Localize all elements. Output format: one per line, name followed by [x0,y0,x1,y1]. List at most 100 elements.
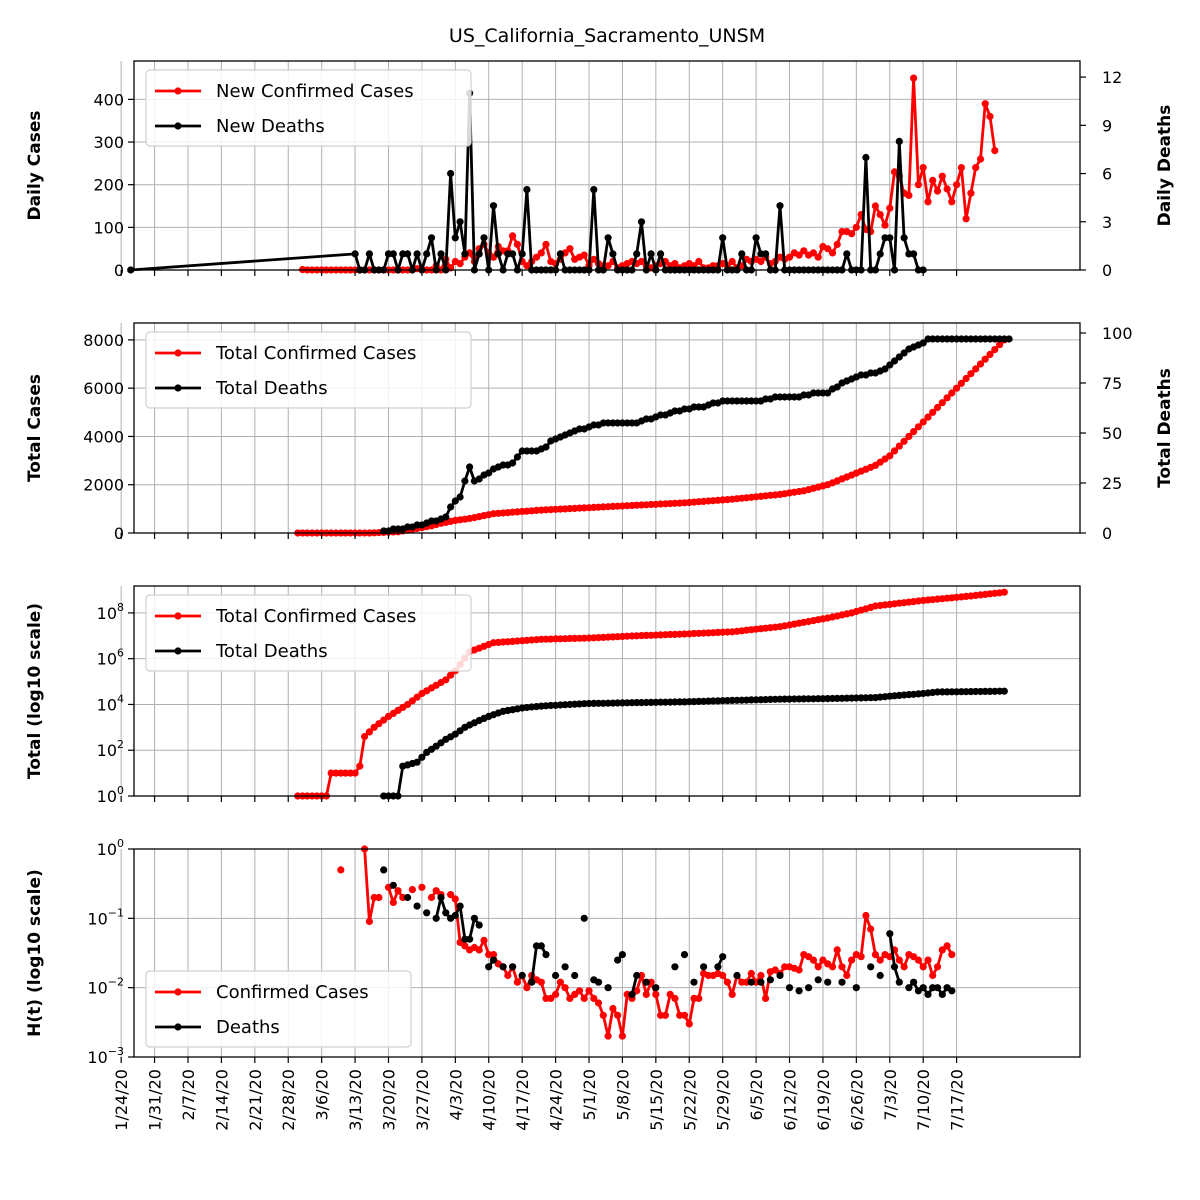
x-tick-label: 5/29/20 [714,1069,733,1131]
y-tick-label-right: 75 [1102,374,1122,393]
data-point [890,447,899,455]
data-point [943,185,951,193]
data-point [365,917,373,926]
x-tick-label: 7/10/20 [914,1069,933,1131]
data-point [523,186,531,194]
data-point [580,914,588,922]
data-point [819,956,827,964]
data-point [361,732,369,741]
y-tick-label-right: 25 [1102,474,1122,493]
y-tick-label-right: 6 [1102,165,1112,184]
data-point [451,911,459,920]
y-tick-label-right: 0 [1102,524,1112,543]
data-point [886,234,894,242]
data-point [948,951,956,959]
data-point [957,164,966,172]
data-point [475,921,483,929]
data-point [442,676,450,684]
legend-box [145,594,472,672]
data-point [451,234,459,242]
data-point [618,951,627,959]
data-point [499,963,507,971]
data-point [518,971,526,980]
data-point [914,956,923,964]
data-point [910,978,918,986]
data-point [461,250,469,258]
data-point [508,232,517,240]
data-point [513,978,522,986]
data-point [375,893,383,902]
data-point [910,250,918,258]
data-point [599,1011,607,1019]
legend-marker [174,384,182,392]
data-point [351,769,359,777]
x-tick-label: 6/12/20 [781,1069,800,1131]
plot-frame [133,60,1081,271]
data-point [513,240,522,248]
data-point [537,249,545,257]
data-point [762,250,770,258]
data-point [890,963,899,971]
data-point [824,978,832,986]
data-point [991,346,999,354]
data-point [929,176,937,184]
plot-frame [133,585,1081,797]
legend-label: Deaths [216,1017,280,1038]
data-point [762,994,770,1003]
data-point [389,250,397,258]
data-point [795,251,803,259]
data-point [356,762,364,770]
data-point [723,978,732,986]
data-point [680,1011,689,1019]
data-point [413,758,421,766]
data-point [447,503,455,511]
data-point [590,255,598,263]
y-axis-label-right: Daily Deaths [1155,105,1175,227]
data-point [828,963,837,971]
data-point [976,360,985,368]
data-point [637,257,646,266]
data-point [852,223,860,231]
data-point [986,112,994,120]
data-point [814,963,822,971]
data-point [895,978,903,986]
data-point [523,984,531,992]
y-tick-label: 102 [97,738,124,760]
data-point [652,990,660,999]
data-point [513,453,522,461]
chart-title: US_California_Sacramento_UNSM [449,25,765,47]
x-tick-label: 3/20/20 [379,1069,398,1131]
data-point [666,990,674,999]
data-point [523,262,531,270]
data-point [685,1020,693,1028]
data-point [542,443,550,451]
legend-label: Total Deaths [215,378,328,399]
y-tick-label: 6000 [83,379,124,398]
data-point [967,189,975,197]
data-point [423,909,431,917]
data-point [609,1004,617,1013]
data-point [590,186,598,194]
x-tick-label: 1/24/20 [112,1069,131,1131]
data-point [351,250,359,258]
legend-label: New Deaths [216,116,325,137]
data-point [461,477,469,485]
legend-marker [174,87,182,95]
data-point [881,365,889,373]
data-point [480,234,488,242]
data-point [466,463,474,471]
legend-marker [174,1023,182,1031]
data-point [633,250,641,258]
data-point [556,978,565,986]
y-tick-label: 2000 [83,476,124,495]
y-tick-label: 8000 [83,331,124,350]
data-point [986,350,994,358]
data-point [642,978,650,986]
panel-4: 10−3 10−2 10−1 100 H(t) (log10 scale) Confirm… [25,837,1081,1067]
y-tick-label: 10−2 [87,976,124,998]
data-point [972,164,980,172]
data-point [604,262,612,270]
y-tick-label: 100 [97,837,124,859]
